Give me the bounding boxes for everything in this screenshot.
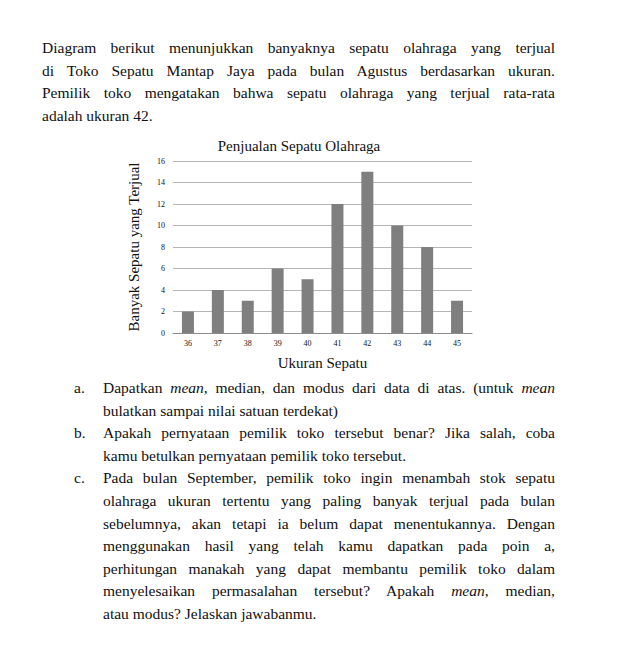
html-text:menggunakan hasil yang telah k: menggunakan hasil yang telah kamu dapatk… (103, 537, 555, 555)
html-text:Diagram berikut menunjukkan ba: Diagram berikut menunjukkan banyaknya se… (42, 39, 555, 56)
svg-text:8: 8 (161, 243, 165, 252)
svg-text:2: 2 (161, 307, 165, 316)
html-text:bulatkan sampai nilai satuan t: bulatkan sampai nilai satuan terdekat) (103, 401, 338, 419)
svg-text:Banyak Sepatu yang Terjual: Banyak Sepatu yang Terjual (126, 162, 142, 331)
html-text:kamu betulkan pernyataan pemil: kamu betulkan pernyataan pemilik toko te… (103, 446, 406, 464)
svg-text:36: 36 (184, 339, 192, 348)
svg-text:39: 39 (274, 339, 282, 348)
svg-text:10: 10 (157, 221, 165, 230)
html-text:Pemilik toko mengatakan bahwa: Pemilik toko mengatakan bahwa sepatu ola… (42, 84, 555, 102)
svg-text:12: 12 (157, 200, 165, 209)
html-text:a.: a. (74, 379, 85, 396)
svg-text:38: 38 (244, 339, 252, 348)
svg-text:37: 37 (214, 339, 222, 348)
html-text:di Toko Sepatu Mantap Jaya pad: di Toko Sepatu Mantap Jaya pada bulan Ag… (42, 61, 555, 79)
html-text:atau modus? Jelaskan jawabanmu: atau modus? Jelaskan jawabanmu. (103, 605, 317, 622)
svg-text:4: 4 (161, 286, 165, 295)
svg-text:0: 0 (161, 329, 165, 338)
html-text:adalah ukuran 42.: adalah ukuran 42. (42, 106, 153, 124)
svg-text:40: 40 (304, 339, 312, 348)
svg-text:41: 41 (333, 339, 341, 348)
html-text:menyelesaikan permasalahan ter: menyelesaikan permasalahan tersebut? Apa… (103, 582, 555, 600)
svg-text:14: 14 (157, 178, 165, 187)
html-text:Apakah pernyataan pemilik toko: Apakah pernyataan pemilik toko tersebut … (103, 424, 555, 442)
html-text:b.: b. (74, 424, 86, 442)
svg-text:Penjualan Sepatu Olahraga: Penjualan Sepatu Olahraga (218, 138, 381, 154)
svg-text:43: 43 (393, 339, 401, 348)
svg-text:16: 16 (157, 157, 165, 166)
html-text:sebelumnya, akan tetapi ia bel: sebelumnya, akan tetapi ia belum dapat m… (103, 514, 555, 532)
svg-text:44: 44 (423, 339, 431, 348)
svg-text:6: 6 (161, 264, 165, 273)
html-text:olahraga ukuran tertentu yang: olahraga ukuran tertentu yang paling ban… (103, 492, 555, 509)
html-text:perhitungan manakah yang dapat: perhitungan manakah yang dapat membantu … (103, 559, 555, 577)
svg-text:45: 45 (453, 339, 461, 348)
html-text:c.: c. (74, 469, 85, 487)
svg-text:42: 42 (363, 339, 371, 348)
svg-text:Ukuran Sepatu: Ukuran Sepatu (278, 355, 368, 371)
html-text:Dapatkan mean, median, dan mod: Dapatkan mean, median, dan modus dari da… (103, 379, 555, 396)
html-text:Pada bulan September, pemilik: Pada bulan September, pemilik toko ingin… (103, 469, 555, 487)
